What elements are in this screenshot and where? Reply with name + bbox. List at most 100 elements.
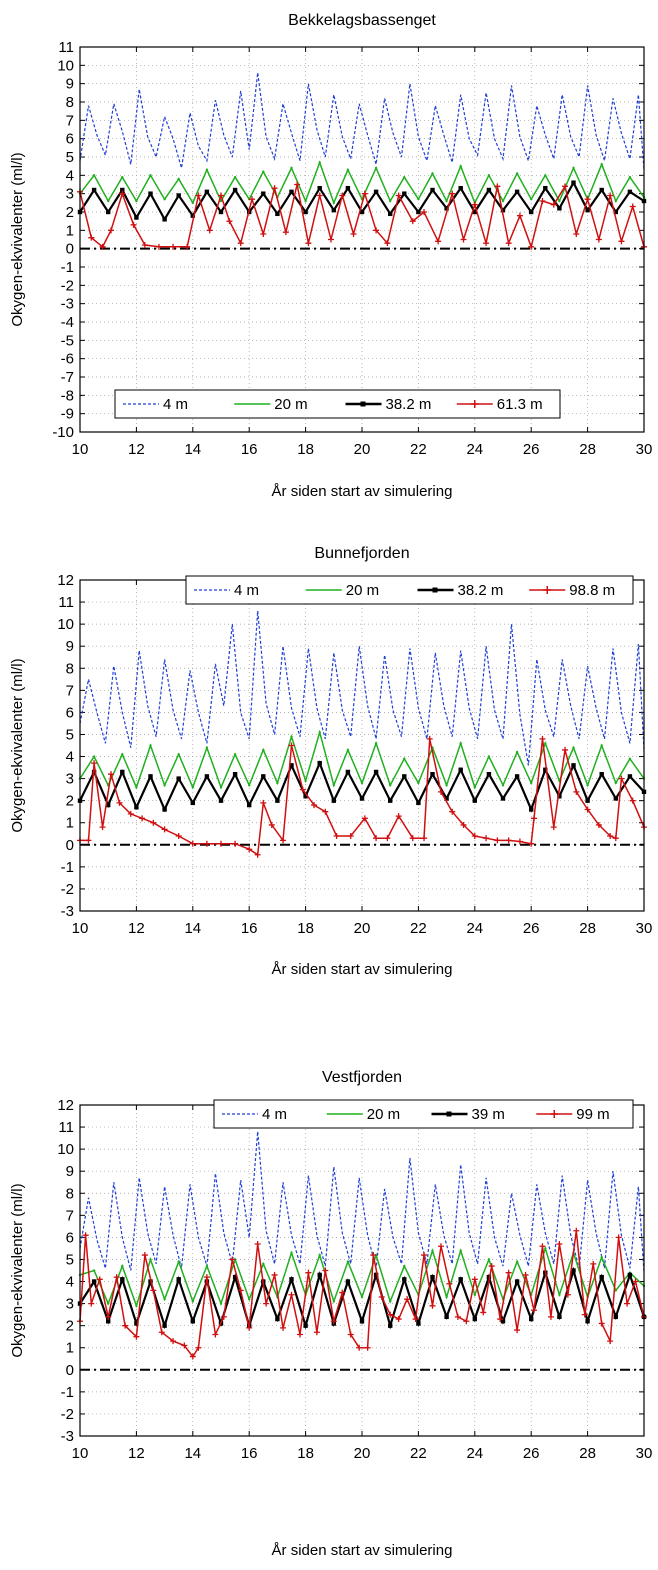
data-point <box>359 796 365 801</box>
y-tick-label: 1 <box>66 222 74 239</box>
data-point <box>544 1247 547 1250</box>
data-point <box>262 170 265 173</box>
data-point <box>332 201 335 205</box>
y-tick-label: 7 <box>66 682 74 699</box>
data-point <box>473 786 476 789</box>
data-point <box>260 799 267 806</box>
data-point <box>290 735 293 738</box>
data-point <box>364 1344 371 1351</box>
data-point <box>247 802 252 808</box>
data-point <box>113 1274 120 1281</box>
data-point <box>516 838 523 845</box>
data-point <box>430 1274 435 1280</box>
y-tick-label: -10 <box>52 424 74 441</box>
x-tick-label: 30 <box>636 1445 653 1462</box>
data-point <box>127 810 134 817</box>
data-point <box>163 784 166 787</box>
y-tick-label: 10 <box>57 616 74 633</box>
series-line <box>79 610 645 766</box>
legend-label: 20 m <box>274 396 307 413</box>
data-point <box>92 755 96 758</box>
y-tick-label: 12 <box>57 1097 74 1114</box>
data-point <box>106 802 111 808</box>
data-point <box>572 166 575 170</box>
data-point <box>529 807 534 812</box>
data-point <box>613 1314 618 1320</box>
data-point <box>220 1313 227 1320</box>
data-point <box>155 243 162 250</box>
data-point <box>318 161 321 164</box>
data-point <box>203 840 210 847</box>
data-point <box>91 1279 97 1284</box>
y-tick-label: -7 <box>61 369 74 386</box>
data-point <box>360 1295 364 1299</box>
y-axis-label: Okygen-ekvivalenter (ml/l) <box>9 1183 26 1357</box>
data-point <box>458 1277 463 1282</box>
data-point <box>105 1313 112 1320</box>
data-point <box>618 238 625 245</box>
data-point <box>361 190 368 197</box>
x-axis-label: År siden start av simulering <box>272 483 453 500</box>
data-point <box>445 784 448 787</box>
data-point <box>516 212 523 219</box>
data-point <box>345 1279 351 1284</box>
x-tick-label: 10 <box>72 920 89 937</box>
chart-title: Bekkelagsbassenget <box>288 12 436 29</box>
data-point <box>218 840 224 847</box>
data-point <box>500 1319 506 1324</box>
data-point <box>360 781 364 785</box>
data-point <box>162 1323 167 1328</box>
data-point <box>237 240 244 247</box>
data-point <box>437 788 444 795</box>
data-point <box>584 196 591 203</box>
chart-title: Bunnefjorden <box>314 545 409 562</box>
data-point <box>598 1320 605 1327</box>
x-tick-label: 22 <box>410 920 427 937</box>
legend-label: 99 m <box>576 1106 609 1123</box>
x-tick-label: 28 <box>579 920 596 937</box>
data-point <box>263 1300 270 1307</box>
series-line <box>79 72 645 170</box>
data-point <box>473 1293 476 1296</box>
y-tick-label: -9 <box>61 406 74 423</box>
data-point <box>446 1280 453 1287</box>
data-point <box>607 192 614 199</box>
x-tick-label: 30 <box>636 441 653 458</box>
data-point <box>557 794 562 799</box>
data-point <box>421 209 428 215</box>
data-point <box>316 192 323 199</box>
data-point <box>530 197 533 201</box>
x-axis-label: År siden start av simulering <box>272 961 453 978</box>
data-point <box>395 813 402 820</box>
y-tick-label: 5 <box>66 1251 74 1268</box>
data-point <box>505 240 512 247</box>
data-point <box>246 1324 253 1331</box>
data-point <box>191 201 194 205</box>
data-point <box>500 207 506 213</box>
y-tick-label: 8 <box>66 1185 74 1202</box>
data-point <box>359 209 365 215</box>
y-tick-label: -5 <box>61 332 74 349</box>
data-point <box>141 1252 148 1259</box>
data-point <box>595 821 602 828</box>
data-point <box>82 1232 89 1239</box>
data-point <box>373 769 379 775</box>
y-tick-label: -1 <box>61 859 74 876</box>
data-point <box>176 1277 181 1282</box>
data-point <box>459 164 462 168</box>
chart-panel-2: 10 12 14 16 18 20 22 24 26 28 30-3-2-1012345678910… <box>9 545 652 978</box>
data-point <box>289 189 294 195</box>
data-point <box>134 805 139 810</box>
data-point <box>444 1314 449 1320</box>
data-point <box>134 1321 139 1326</box>
data-point <box>445 199 448 203</box>
data-point <box>421 835 428 842</box>
data-point <box>387 1311 394 1318</box>
y-tick-label: 2 <box>66 1318 74 1335</box>
data-point <box>99 824 106 831</box>
data-point <box>133 1333 140 1340</box>
data-point <box>88 1300 95 1307</box>
data-point <box>454 1313 461 1320</box>
data-point <box>271 185 278 192</box>
x-tick-label: 26 <box>523 441 540 458</box>
